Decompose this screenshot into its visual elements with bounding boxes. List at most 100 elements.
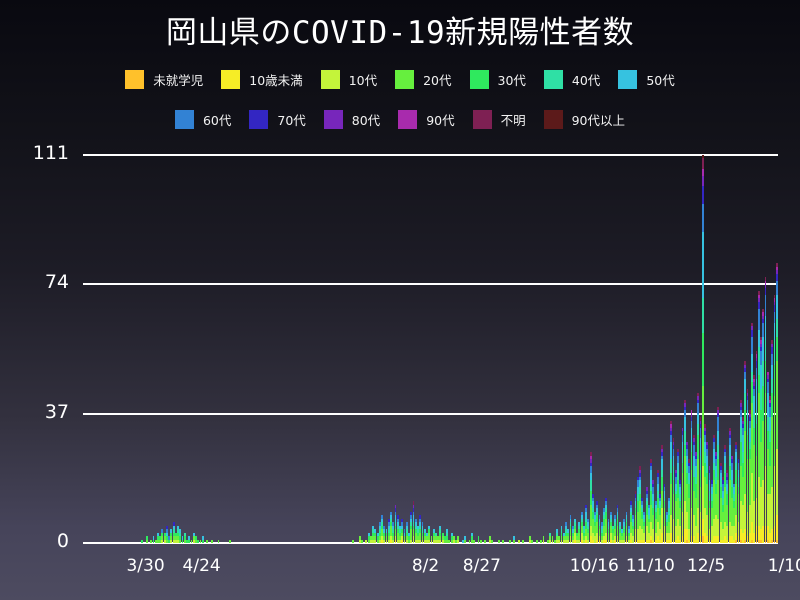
bar-column[interactable]	[757, 291, 760, 543]
bar-column[interactable]	[600, 522, 603, 543]
bar-column[interactable]	[426, 532, 428, 543]
bar-column[interactable]	[513, 536, 516, 543]
bar-column[interactable]	[569, 515, 572, 543]
bar-column[interactable]	[571, 525, 574, 543]
bar-column[interactable]	[190, 539, 193, 543]
bar-column[interactable]	[392, 522, 395, 543]
bar-column[interactable]	[683, 399, 686, 543]
bar-column[interactable]	[374, 529, 377, 543]
bar-column[interactable]	[201, 536, 204, 543]
bar-column[interactable]	[674, 469, 677, 543]
bar-column[interactable]	[170, 529, 173, 543]
bar-column[interactable]	[179, 529, 182, 543]
bar-column[interactable]	[497, 539, 500, 543]
bar-column[interactable]	[719, 462, 722, 543]
bar-column[interactable]	[769, 396, 771, 543]
bar-column[interactable]	[645, 487, 648, 543]
bar-column[interactable]	[677, 448, 679, 543]
bar-column[interactable]	[183, 532, 186, 543]
bar-column[interactable]	[141, 539, 144, 543]
bar-column[interactable]	[706, 441, 709, 543]
bar-column[interactable]	[195, 536, 197, 543]
bar-column[interactable]	[542, 536, 545, 543]
legend-item-10歳未満[interactable]: 10歳未満	[221, 69, 303, 89]
bar-column[interactable]	[437, 536, 440, 543]
bar-column[interactable]	[417, 525, 419, 543]
bar-column[interactable]	[217, 539, 220, 543]
bar-column[interactable]	[461, 539, 464, 543]
bar-column[interactable]	[553, 539, 556, 543]
legend-item-80代[interactable]: 80代	[323, 109, 380, 129]
bar-column[interactable]	[721, 476, 724, 543]
bar-column[interactable]	[408, 532, 410, 543]
bar-column[interactable]	[692, 434, 695, 543]
bar-column[interactable]	[690, 410, 693, 543]
bar-column[interactable]	[352, 539, 354, 543]
bar-column[interactable]	[659, 494, 661, 543]
bar-column[interactable]	[699, 417, 702, 543]
bar-column[interactable]	[361, 539, 363, 543]
bar-column[interactable]	[652, 480, 655, 543]
bar-column[interactable]	[695, 452, 697, 543]
bar-column[interactable]	[410, 511, 413, 543]
bar-column[interactable]	[688, 459, 691, 543]
legend-item-90代以上[interactable]: 90代以上	[543, 109, 625, 129]
legend-item-90代[interactable]: 90代	[398, 109, 455, 129]
bar-column[interactable]	[771, 340, 774, 543]
bar-column[interactable]	[764, 277, 767, 543]
bar-column[interactable]	[390, 511, 392, 543]
bar-column[interactable]	[174, 532, 177, 543]
bar-column[interactable]	[612, 525, 614, 543]
legend-item-50代[interactable]: 50代	[618, 69, 675, 89]
bar-column[interactable]	[650, 459, 653, 543]
bar-column[interactable]	[598, 515, 601, 543]
bar-column[interactable]	[434, 532, 437, 543]
bar-column[interactable]	[491, 539, 493, 543]
bar-column[interactable]	[199, 539, 202, 543]
bar-column[interactable]	[378, 522, 381, 543]
bar-column[interactable]	[661, 445, 664, 543]
bar-column[interactable]	[733, 483, 735, 543]
bar-column[interactable]	[656, 469, 659, 543]
bar-column[interactable]	[717, 406, 720, 543]
bar-column[interactable]	[603, 508, 605, 543]
bar-column[interactable]	[744, 361, 747, 543]
bar-column[interactable]	[668, 497, 670, 543]
bar-column[interactable]	[423, 529, 426, 543]
bar-column[interactable]	[457, 536, 460, 543]
bar-column[interactable]	[484, 539, 487, 543]
bar-column[interactable]	[735, 441, 738, 543]
bar-column[interactable]	[639, 466, 641, 543]
bar-column[interactable]	[681, 427, 684, 543]
bar-column[interactable]	[547, 539, 549, 543]
bar-column[interactable]	[573, 518, 576, 543]
bar-column[interactable]	[708, 466, 711, 543]
bar-column[interactable]	[614, 515, 617, 543]
bar-column[interactable]	[421, 522, 424, 543]
bar-column[interactable]	[585, 504, 588, 543]
bar-column[interactable]	[387, 518, 390, 543]
bar-column[interactable]	[488, 536, 491, 543]
bar-column[interactable]	[399, 525, 401, 543]
bar-column[interactable]	[186, 539, 188, 543]
bar-column[interactable]	[556, 529, 558, 543]
bar-column[interactable]	[163, 532, 166, 543]
bar-column[interactable]	[477, 536, 480, 543]
bar-column[interactable]	[625, 511, 628, 543]
bar-column[interactable]	[641, 497, 644, 543]
bar-column[interactable]	[623, 518, 626, 543]
bar-column[interactable]	[419, 515, 422, 543]
bar-column[interactable]	[161, 529, 164, 543]
bar-column[interactable]	[358, 536, 361, 543]
bar-column[interactable]	[473, 539, 475, 543]
bar-column[interactable]	[748, 410, 751, 543]
bar-column[interactable]	[591, 494, 594, 543]
bar-column[interactable]	[156, 532, 159, 543]
bar-column[interactable]	[679, 480, 682, 543]
bar-column[interactable]	[565, 522, 567, 543]
bar-column[interactable]	[428, 525, 431, 543]
bar-column[interactable]	[582, 525, 585, 543]
legend-item-60代[interactable]: 60代	[174, 109, 231, 129]
bar-column[interactable]	[580, 511, 583, 543]
bar-column[interactable]	[365, 539, 368, 543]
